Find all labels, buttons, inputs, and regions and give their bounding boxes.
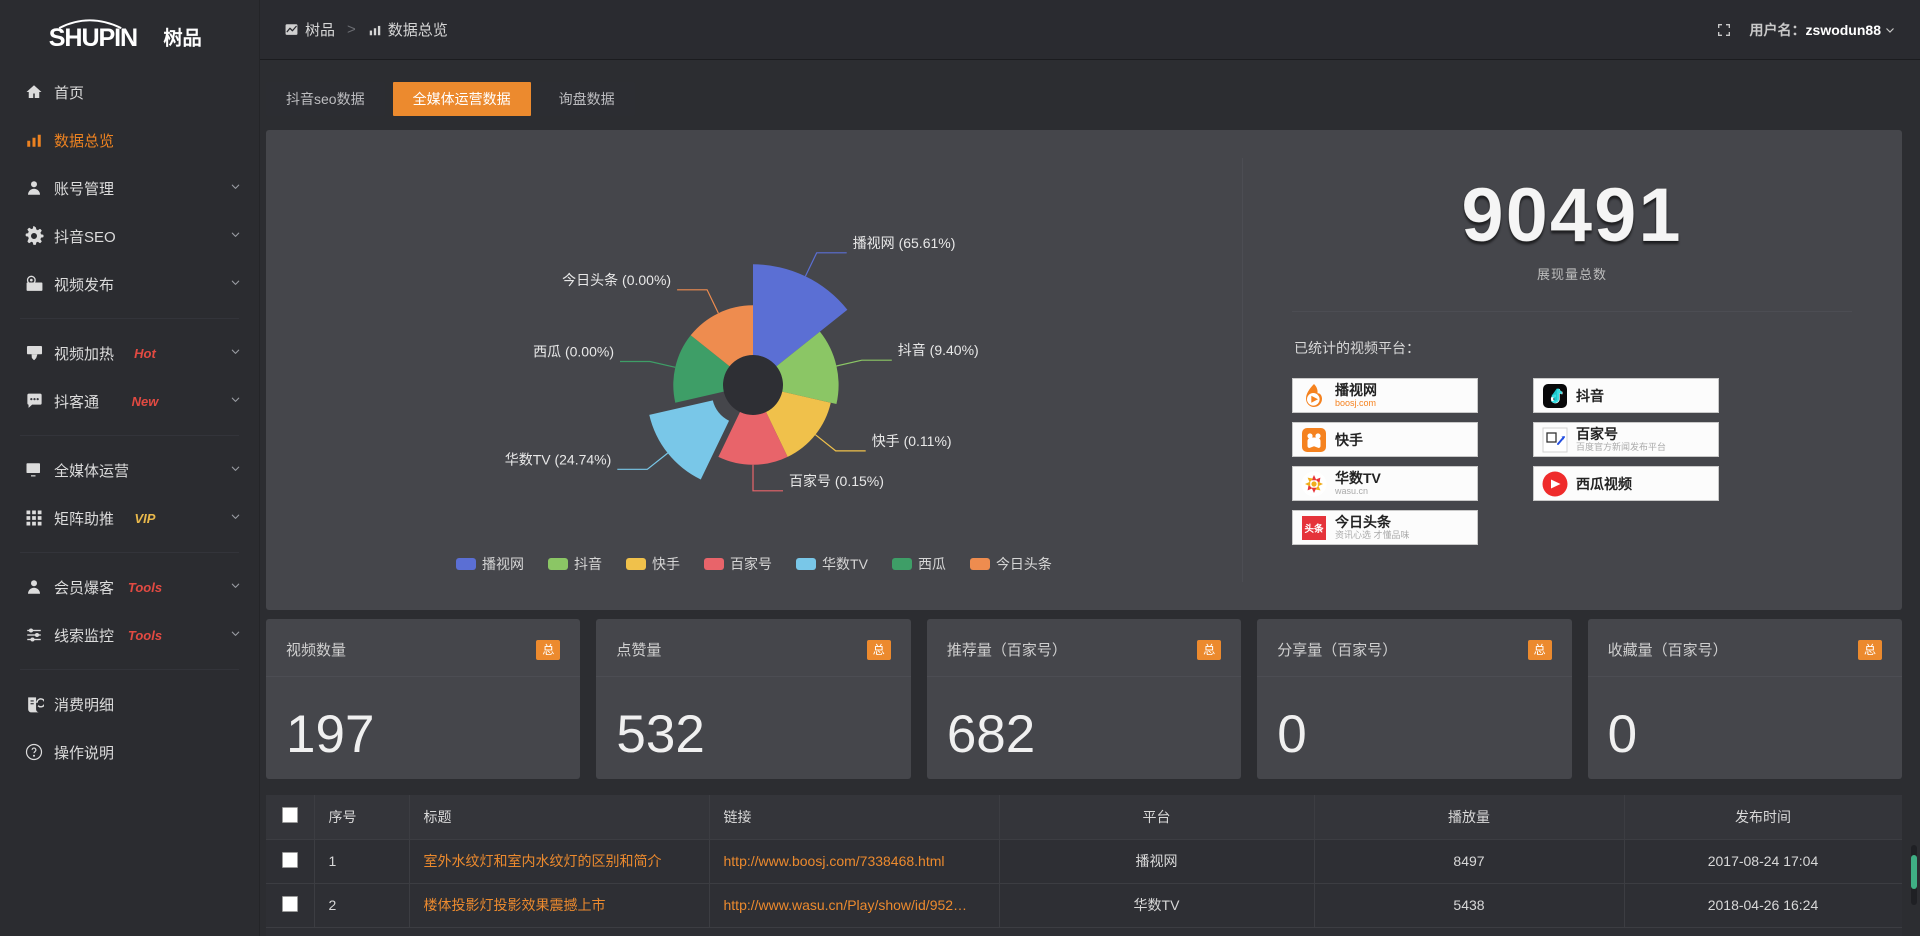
svg-text:播视网 (65.61%): 播视网 (65.61%) xyxy=(853,235,956,251)
svg-text:西瓜 (0.00%): 西瓜 (0.00%) xyxy=(533,344,614,360)
svg-text:今日头条 (0.00%): 今日头条 (0.00%) xyxy=(562,272,671,288)
svg-text:快手 (0.11%): 快手 (0.11%) xyxy=(872,433,952,449)
svg-text:百家号 (0.15%): 百家号 (0.15%) xyxy=(789,473,884,489)
svg-text:抖音 (9.40%): 抖音 (9.40%) xyxy=(898,342,979,358)
svg-text:头条: 头条 xyxy=(1304,523,1324,535)
svg-text:树品: 树品 xyxy=(163,26,201,49)
svg-text:SHUPIN: SHUPIN xyxy=(49,24,137,51)
svg-text:华数TV (24.74%): 华数TV (24.74%) xyxy=(505,451,612,467)
